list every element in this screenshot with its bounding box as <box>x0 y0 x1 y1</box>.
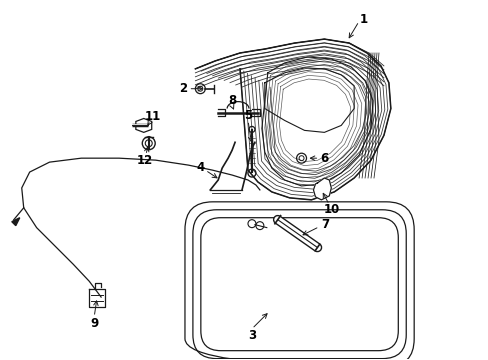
Text: 7: 7 <box>321 218 329 231</box>
Text: 3: 3 <box>247 329 256 342</box>
Polygon shape <box>12 218 20 226</box>
Text: 2: 2 <box>179 82 187 95</box>
Text: 1: 1 <box>359 13 367 26</box>
Text: 6: 6 <box>320 152 328 165</box>
Text: 12: 12 <box>136 154 153 167</box>
Text: 9: 9 <box>90 318 98 330</box>
Text: 5: 5 <box>244 109 252 122</box>
Polygon shape <box>313 178 331 200</box>
Text: 4: 4 <box>196 161 204 174</box>
Circle shape <box>274 216 281 223</box>
Text: 10: 10 <box>323 203 339 216</box>
Text: 11: 11 <box>144 110 161 123</box>
Circle shape <box>313 244 320 251</box>
Text: 8: 8 <box>227 94 236 107</box>
